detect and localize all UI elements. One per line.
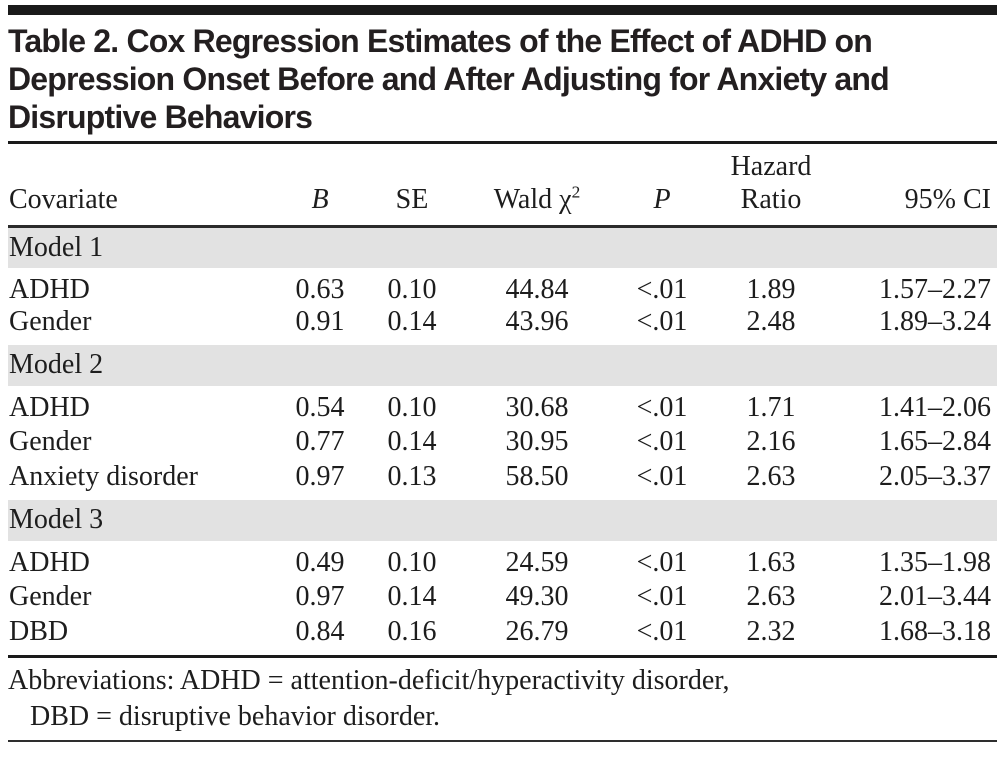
cell-hazard-ratio: 1.71 <box>746 391 796 423</box>
cell-p: <.01 <box>636 615 688 647</box>
cell-hazard-ratio: 1.63 <box>746 546 796 578</box>
title-line: Table 2. Cox Regression Estimates of the… <box>8 23 873 59</box>
footnote-line: DBD = disruptive behavior disorder. <box>30 700 441 732</box>
col-header-covariate: Covariate <box>8 144 278 228</box>
cell-wald: 58.50 <box>505 460 569 492</box>
col-header-se: SE <box>362 144 462 228</box>
table-row-model3-gender: Gender 0.97 0.14 49.30 <.01 2.63 2.01–3.… <box>8 579 997 616</box>
col-header-95ci: 95% CI <box>830 144 997 228</box>
cell-hazard-ratio: 2.63 <box>746 581 796 612</box>
cell-wald: 30.68 <box>505 391 569 423</box>
bottom-rule <box>8 739 997 742</box>
cell-ci: 2.05–3.37 <box>879 460 991 492</box>
section-label: Model 2 <box>8 344 997 386</box>
cell-wald: 30.95 <box>505 426 569 457</box>
table-row-model3-adhd: ADHD 0.49 0.10 24.59 <.01 1.63 1.35–1.98 <box>8 541 997 579</box>
section-label: Model 3 <box>8 499 997 541</box>
cell-se: 0.16 <box>387 615 437 647</box>
cell-wald: 44.84 <box>505 273 569 305</box>
cell-b: 0.97 <box>295 460 345 492</box>
col-header-b: B <box>278 144 362 228</box>
cell-ci: 1.68–3.18 <box>879 615 991 647</box>
cell-b: 0.63 <box>295 273 345 305</box>
table-row-model2-adhd: ADHD 0.54 0.10 30.68 <.01 1.71 1.41–2.06 <box>8 386 997 424</box>
section-header-model-2: Model 2 <box>8 344 997 386</box>
cell-ci: 1.89–3.24 <box>879 305 991 337</box>
table-row-model3-dbd: DBD 0.84 0.16 26.79 <.01 2.32 1.68–3.18 <box>8 616 997 655</box>
abbreviations-note: Abbreviations: ADHD = attention-deficit/… <box>8 663 997 735</box>
cell-p: <.01 <box>636 581 688 612</box>
cell-b: 0.84 <box>295 615 345 647</box>
table-header-row: Covariate B SE Wald χ2 P Hazard Ratio 95… <box>8 144 997 228</box>
section-header-model-3: Model 3 <box>8 499 997 541</box>
col-header-p-label: P <box>653 184 671 215</box>
cell-covariate: ADHD <box>9 273 90 305</box>
section-header-model-1: Model 1 <box>8 226 997 268</box>
cell-wald: 24.59 <box>505 546 569 578</box>
cell-covariate: Gender <box>9 426 92 457</box>
cell-b: 0.49 <box>295 546 345 578</box>
cell-b: 0.54 <box>295 391 345 423</box>
cell-covariate: DBD <box>9 615 69 647</box>
cell-ci: 1.41–2.06 <box>879 391 991 423</box>
cell-p: <.01 <box>636 391 688 423</box>
cell-p: <.01 <box>636 305 688 337</box>
cell-covariate: Gender <box>9 305 92 337</box>
col-header-p: P <box>612 144 712 228</box>
hazard-ratio-line2: Ratio <box>740 184 802 215</box>
hazard-ratio-stack: Hazard Ratio <box>712 150 830 216</box>
col-header-wald-chi2: Wald χ2 <box>462 144 612 228</box>
cell-ci: 1.35–1.98 <box>879 546 991 578</box>
cell-b: 0.91 <box>295 305 345 337</box>
table-row-model1-gender: Gender 0.91 0.14 43.96 <.01 2.48 1.89–3.… <box>8 306 997 345</box>
cell-p: <.01 <box>636 273 688 305</box>
cell-hazard-ratio: 2.63 <box>746 460 796 492</box>
cell-hazard-ratio: 2.32 <box>746 615 796 647</box>
cell-covariate: Gender <box>9 581 92 612</box>
cell-p: <.01 <box>636 426 688 457</box>
wald-chi-label: Wald χ <box>493 184 572 215</box>
col-header-hazard-ratio: Hazard Ratio <box>712 144 830 228</box>
cell-se: 0.10 <box>387 391 437 423</box>
table-row-model2-gender: Gender 0.77 0.14 30.95 <.01 2.16 1.65–2.… <box>8 424 997 461</box>
title-line: Depression Onset Before and After Adjust… <box>8 61 890 97</box>
table-title: Table 2. Cox Regression Estimates of the… <box>8 22 997 136</box>
cell-se: 0.10 <box>387 273 437 305</box>
cell-hazard-ratio: 2.48 <box>746 305 796 337</box>
cell-covariate: ADHD <box>9 546 90 578</box>
cell-wald: 49.30 <box>505 581 569 612</box>
cell-se: 0.14 <box>387 581 437 612</box>
cell-se: 0.10 <box>387 546 437 578</box>
cell-covariate: Anxiety disorder <box>9 460 198 492</box>
chi-superscript: 2 <box>571 182 581 202</box>
cell-se: 0.14 <box>387 426 437 457</box>
footnote-line: Abbreviations: ADHD = attention-deficit/… <box>8 664 730 696</box>
cell-wald: 43.96 <box>505 305 569 337</box>
footnote-top-rule <box>8 654 997 658</box>
cell-ci: 1.57–2.27 <box>879 273 991 305</box>
col-header-b-label: B <box>311 184 329 215</box>
section-label: Model 1 <box>8 226 997 268</box>
cell-ci: 1.65–2.84 <box>879 426 991 457</box>
top-rule <box>8 5 997 15</box>
cell-p: <.01 <box>636 546 688 578</box>
cell-b: 0.97 <box>295 581 345 612</box>
table-row-model2-anxiety: Anxiety disorder 0.97 0.13 58.50 <.01 2.… <box>8 461 997 500</box>
hazard-ratio-line1: Hazard <box>730 151 812 182</box>
cell-ci: 2.01–3.44 <box>879 581 991 612</box>
cell-hazard-ratio: 1.89 <box>746 273 796 305</box>
title-underline-rule <box>8 141 997 144</box>
cell-se: 0.14 <box>387 305 437 337</box>
title-line: Disruptive Behaviors <box>8 99 313 135</box>
cox-regression-table: Covariate B SE Wald χ2 P Hazard Ratio 95… <box>8 144 997 655</box>
cell-covariate: ADHD <box>9 391 90 423</box>
cell-se: 0.13 <box>387 460 437 492</box>
cell-hazard-ratio: 2.16 <box>746 426 796 457</box>
cell-p: <.01 <box>636 460 688 492</box>
cell-b: 0.77 <box>295 426 345 457</box>
cell-wald: 26.79 <box>505 615 569 647</box>
table-row-model1-adhd: ADHD 0.63 0.10 44.84 <.01 1.89 1.57–2.27 <box>8 268 997 306</box>
